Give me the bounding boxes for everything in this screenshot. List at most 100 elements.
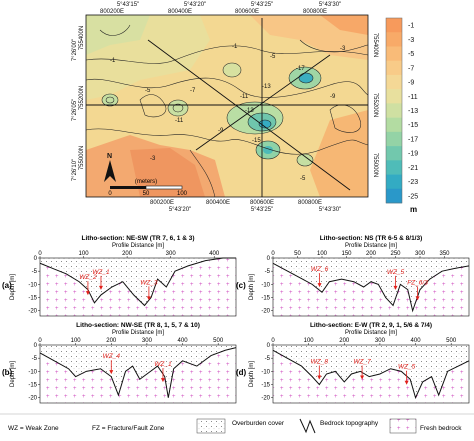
panel-label: (a) [2, 281, 12, 290]
section-title: Litho-section: E-W (TR 2, 9, 1, 5/6 & 7/… [310, 322, 432, 329]
colorbar-tick-label: -25 [408, 193, 418, 200]
scale-tick-label: 0 [108, 191, 112, 197]
zone-label: WZ_1 [92, 269, 110, 276]
zone-label: WZ_5 [387, 269, 405, 276]
x-tick-label: 50 [294, 251, 301, 257]
section-xlabel: Profile Distance [m] [345, 243, 397, 249]
colorbar-swatch [386, 46, 402, 61]
zone-arrowhead-icon [393, 285, 398, 290]
legend-fresh-bedrock: Fresh bedrock [420, 425, 462, 432]
zone-label: WZ_3 [140, 279, 158, 286]
colorbar-swatch [386, 103, 402, 118]
colorbar-tick-label: -5 [408, 51, 414, 58]
contour-label: -13 [245, 108, 254, 114]
colorbar-swatch [386, 131, 402, 147]
litho-section: Litho-section: E-W (TR 2, 9, 1, 5/6 & 7/… [236, 322, 470, 404]
contour-label-group: -1 -1 -3 -5 -5 -7 -9 -9 -11 -11 -13 -13 … [110, 44, 346, 182]
contour-label: -1 [110, 58, 116, 64]
y-tick-label: -10 [261, 282, 270, 288]
left-northing-label: 755400N [79, 26, 85, 50]
legend-weak-zone: WZ = Weak Zone [8, 425, 59, 432]
bottom-easting-label: 800800E [298, 200, 322, 206]
y-tick-label: -20 [28, 396, 37, 402]
x-tick-label: 0 [38, 251, 42, 257]
colorbar-swatch [386, 146, 402, 161]
bedrock-topography-line [39, 347, 237, 398]
y-tick-label: -15 [28, 296, 37, 302]
left-tick-label: 7°26'05" [72, 99, 78, 121]
litho-sections: Litho-section: NE-SW (TR 7, 6, 1 & 3)Pro… [2, 235, 470, 404]
x-tick-label: 0 [271, 338, 275, 344]
contour-label: -13 [262, 84, 271, 90]
left-tick-label: 7°26'00" [72, 39, 78, 61]
contour-label: -5 [270, 54, 276, 60]
y-tick-label: -10 [28, 369, 37, 375]
north-arrow-icon: N [104, 153, 116, 182]
colorbar-tick-label: -15 [408, 122, 418, 129]
colorbar-swatch [386, 60, 402, 76]
x-tick-label: 200 [122, 251, 133, 257]
top-easting-label: 800600E [235, 9, 259, 15]
x-tick-label: 100 [304, 338, 315, 344]
scale-bar: 0 50 100 (meters) [108, 179, 187, 197]
y-tick-label: -10 [261, 369, 270, 375]
x-tick-label: 100 [317, 251, 328, 257]
x-tick-label: 300 [166, 251, 177, 257]
map-bottom-axis: 800200E 800400E 800600E 800800E 5°43'20"… [150, 200, 341, 213]
left-northing-label: 755000N [79, 146, 85, 170]
section-ylabel: Depth [m] [10, 361, 16, 387]
map-zone-lower-right [310, 110, 368, 197]
scale-tick-label: 50 [143, 191, 150, 197]
contour-label: -1 [232, 44, 238, 50]
y-tick-label: -5 [265, 269, 271, 275]
y-tick-label: -15 [261, 383, 270, 389]
map-zone-lower-left-deep [130, 148, 205, 197]
zone-arrowhead-icon [98, 285, 103, 290]
panel-label: (c) [236, 281, 246, 290]
y-tick-label: -15 [28, 383, 37, 389]
x-tick-label: 100 [71, 338, 82, 344]
zone-arrowhead-icon [404, 380, 409, 385]
bedrock-topography-line [39, 257, 236, 307]
legend-fracture-zone: FZ = Fracture/Fault Zone [92, 425, 165, 432]
section-xlabel: Profile Distance [m] [112, 330, 164, 336]
bottom-tick-label: 5°43'20" [169, 207, 191, 213]
bottom-easting-label: 800400E [206, 200, 230, 206]
zone-arrowhead-icon [160, 378, 165, 383]
x-tick-label: 200 [106, 338, 117, 344]
x-tick-label: 400 [209, 251, 220, 257]
top-tick-label: 5°43'15" [117, 2, 139, 8]
legend-overburden: Overburden cover [232, 420, 285, 427]
colorbar-swatch [386, 32, 402, 47]
legend: WZ = Weak Zone FZ = Fracture/Fault Zone … [0, 413, 474, 434]
colorbar-tick-label: -17 [408, 136, 418, 143]
bedrock-topography-line [272, 262, 470, 313]
traverse-lines [86, 18, 368, 197]
contour-label: -3 [340, 46, 346, 52]
y-tick-label: -20 [261, 309, 270, 315]
x-tick-label: 350 [439, 251, 450, 257]
left-tick-label: 7°26'10" [72, 159, 78, 181]
colorbar-swatch [386, 117, 402, 133]
contour-map: -1 -1 -3 -5 -5 -7 -9 -9 -11 -11 -13 -13 … [72, 2, 418, 214]
bedrock-topography-icon [299, 418, 316, 434]
map-low-north [223, 63, 241, 77]
contour-label: -11 [240, 94, 249, 100]
bedrock-topography-line [272, 349, 470, 400]
bottom-tick-label: 5°43'30" [319, 207, 341, 213]
y-tick-label: -15 [261, 296, 270, 302]
zone-arrowhead-icon [109, 370, 114, 375]
right-northing-label: 755400N [372, 33, 378, 57]
colorbar-tick-label: -7 [408, 65, 414, 72]
y-tick-label: -5 [265, 356, 271, 362]
map-low-west [168, 100, 188, 116]
overburden-swatch [196, 418, 226, 434]
zone-label: WZ_4 [103, 353, 121, 360]
bottom-easting-label: 800200E [150, 200, 174, 206]
x-tick-label: 400 [411, 338, 422, 344]
colorbar-tick-label: -3 [408, 37, 414, 44]
colorbar-frame [385, 17, 403, 204]
overburden-area [40, 345, 236, 398]
x-tick-label: 200 [366, 251, 377, 257]
x-tick-label: 500 [213, 338, 224, 344]
